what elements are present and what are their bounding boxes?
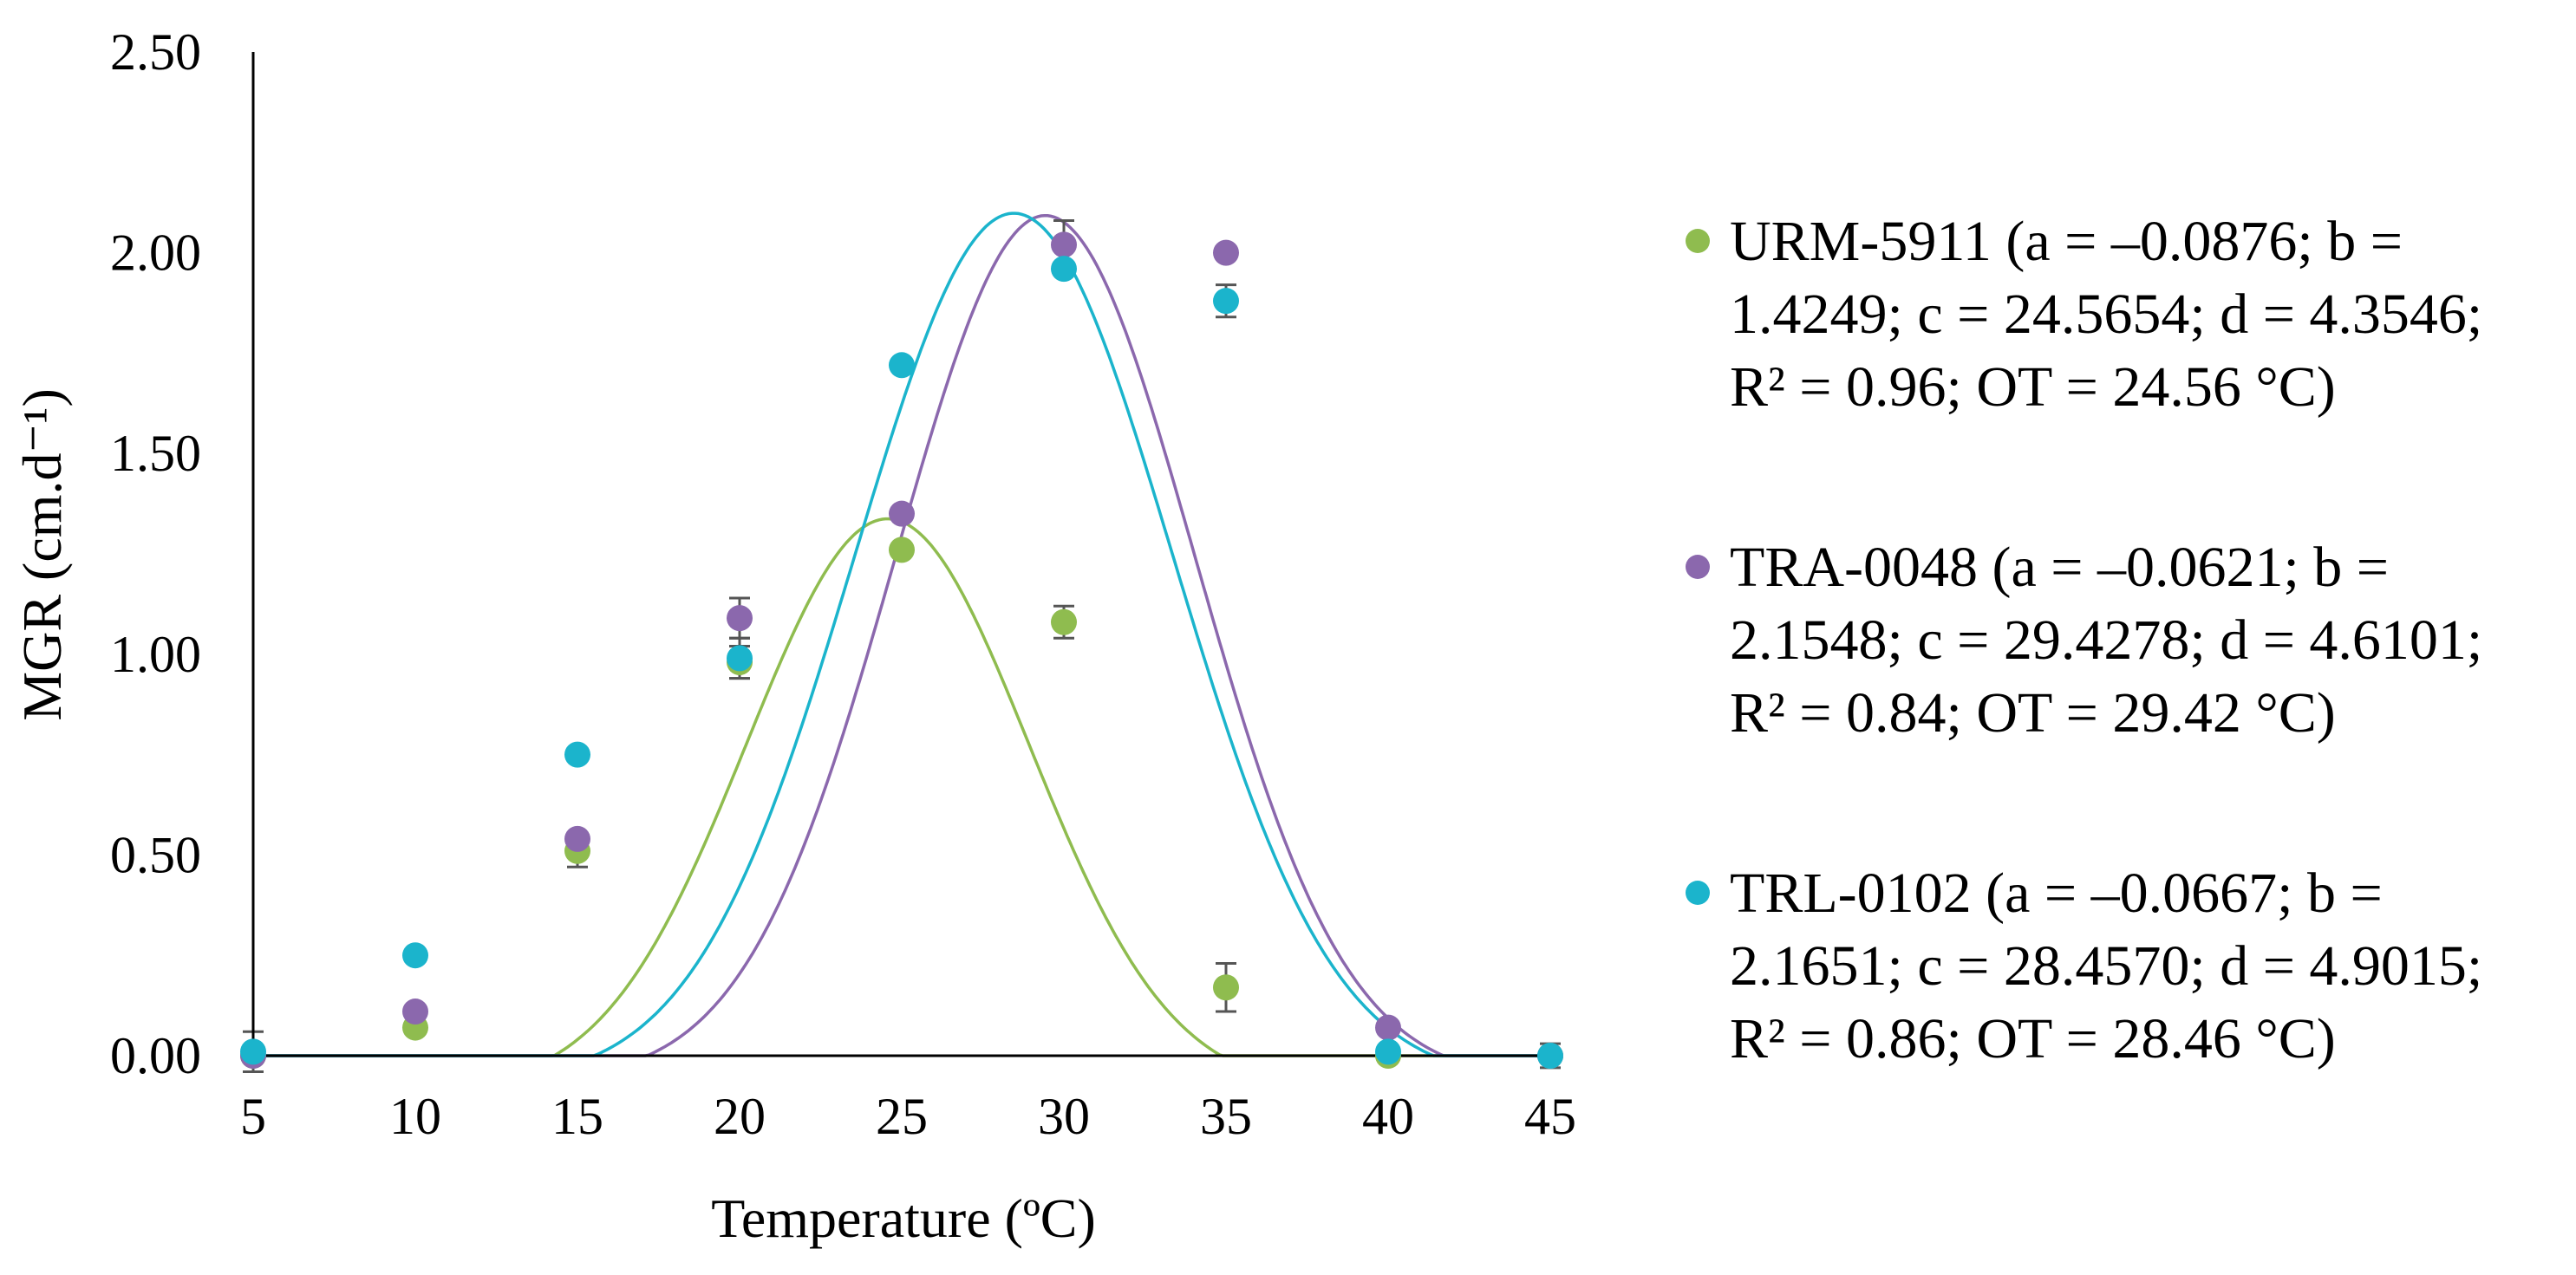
- y-tick-label: 2.00: [110, 224, 201, 282]
- legend-marker: [1686, 229, 1710, 253]
- data-points: [240, 231, 1563, 1069]
- axes: [251, 52, 1550, 1057]
- y-tick-label: 2.50: [110, 23, 201, 81]
- x-tick-label: 25: [876, 1088, 928, 1145]
- x-tick-label: 5: [240, 1088, 266, 1145]
- fitted-curve-urm-5911: [253, 517, 1550, 1057]
- data-point-urm-5911: [1213, 974, 1239, 1001]
- data-point-tra-0048: [1375, 1014, 1401, 1041]
- legend-entry-trl-0102: TRL-0102 (a = –0.0667; b = 2.1651; c = 28…: [1686, 862, 2482, 1070]
- x-tick-label: 20: [714, 1088, 766, 1145]
- data-point-urm-5911: [1051, 608, 1077, 635]
- legend-label-line: TRA-0048 (a = –0.0621; b =: [1730, 536, 2389, 599]
- legend-marker: [1686, 555, 1710, 579]
- data-point-trl-0102: [1213, 288, 1239, 315]
- y-tick-label: 1.50: [110, 425, 201, 482]
- data-point-trl-0102: [402, 942, 428, 969]
- y-tick-label: 1.00: [110, 626, 201, 683]
- error-bars: [243, 219, 1561, 1074]
- y-tick-label: 0.00: [110, 1027, 201, 1084]
- legend: URM-5911 (a = –0.0876; b = 1.4249; c = 24…: [1686, 210, 2482, 1070]
- data-point-tra-0048: [727, 605, 753, 632]
- x-tick-label: 30: [1038, 1088, 1090, 1145]
- legend-entry-tra-0048: TRA-0048 (a = –0.0621; b = 2.1548; c = 29…: [1686, 536, 2482, 745]
- legend-label-line: URM-5911 (a = –0.0876; b =: [1730, 210, 2403, 273]
- x-tick-label: 35: [1200, 1088, 1252, 1145]
- data-point-tra-0048: [402, 999, 428, 1025]
- data-point-trl-0102: [727, 645, 753, 672]
- legend-entry-urm-5911: URM-5911 (a = –0.0876; b = 1.4249; c = 24…: [1686, 210, 2482, 419]
- legend-label-line: R² = 0.86; OT = 28.46 °C): [1730, 1007, 2336, 1070]
- fitted-curve-trl-0102: [253, 211, 1550, 1057]
- legend-label-line: 1.4249; c = 24.5654; d = 4.3546;: [1730, 283, 2482, 346]
- tick-labels: 5 10 15 20 25 30 35 40 45 0.00 0.50 1.00 1.50 2.00 2.5…: [110, 23, 1576, 1145]
- x-tick-label: 40: [1362, 1088, 1414, 1145]
- fitted-curves: [253, 211, 1550, 1057]
- legend-label-line: 2.1651; c = 28.4570; d = 4.9015;: [1730, 934, 2482, 998]
- data-point-tra-0048: [1213, 239, 1239, 266]
- data-point-trl-0102: [1051, 256, 1077, 283]
- legend-marker: [1686, 881, 1710, 905]
- data-point-trl-0102: [1375, 1038, 1401, 1065]
- data-point-trl-0102: [564, 741, 590, 768]
- data-point-tra-0048: [564, 825, 590, 852]
- x-tick-label: 45: [1524, 1088, 1576, 1145]
- y-axis-title: MGR (cm.d⁻¹): [11, 388, 73, 721]
- data-point-trl-0102: [889, 352, 915, 379]
- legend-label-line: 2.1548; c = 29.4278; d = 4.6101;: [1730, 608, 2482, 672]
- x-tick-label: 10: [389, 1088, 441, 1145]
- fitted-curve-tra-0048: [253, 213, 1550, 1057]
- data-point-tra-0048: [889, 500, 915, 527]
- legend-label-line: TRL-0102 (a = –0.0667; b =: [1730, 862, 2383, 925]
- legend-label-line: R² = 0.84; OT = 29.42 °C): [1730, 681, 2336, 745]
- legend-label-line: R² = 0.96; OT = 24.56 °C): [1730, 355, 2336, 419]
- data-point-urm-5911: [889, 537, 915, 563]
- x-axis-title: Temperature (ºC): [711, 1187, 1096, 1249]
- y-tick-label: 0.50: [110, 826, 201, 883]
- data-point-trl-0102: [1537, 1043, 1563, 1069]
- x-tick-label: 15: [551, 1088, 603, 1145]
- data-point-trl-0102: [240, 1038, 266, 1065]
- data-point-tra-0048: [1051, 231, 1077, 258]
